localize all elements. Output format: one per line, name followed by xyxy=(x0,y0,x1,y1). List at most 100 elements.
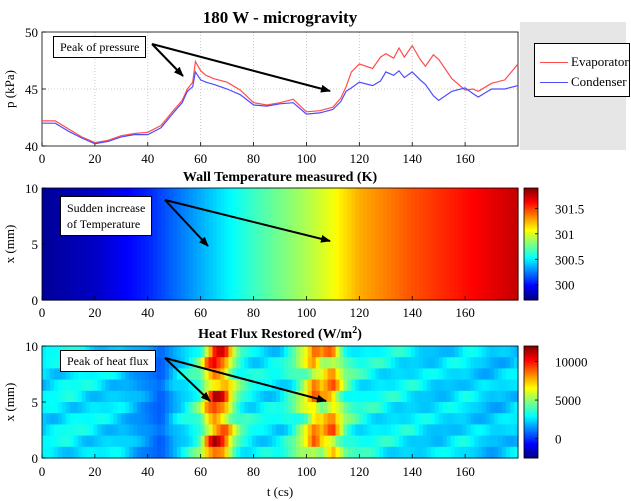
heatmap-cell-2-40-2 xyxy=(200,368,206,381)
colorbar-cell-2-30 xyxy=(524,402,538,405)
heatmap-cell-2-76-3 xyxy=(343,379,349,392)
heatmap-cell-2-51-7 xyxy=(244,424,249,437)
heatmap-cell-2-74-6 xyxy=(335,413,341,425)
heatmap-cell-2-43-4 xyxy=(212,390,218,403)
heatmap-cell-2-2-8 xyxy=(49,435,55,448)
heatmap-cell-1-20-0 xyxy=(121,188,126,301)
heatmap-cell-2-18-8 xyxy=(113,435,118,448)
heatmap-cell-2-99-5 xyxy=(434,402,440,414)
annotation-temperature-increase: Sudden increase of Temperature xyxy=(60,196,153,236)
heatmap-cell-2-81-2 xyxy=(363,368,368,381)
heatmap-cell-2-55-6 xyxy=(260,413,265,425)
heatmap-cell-2-92-1 xyxy=(406,357,412,369)
y-tick-label-0-1: 45 xyxy=(25,82,38,97)
colorbar-cell-1-19 xyxy=(524,223,538,226)
heatmap-cell-2-54-8 xyxy=(256,435,261,448)
heatmap-cell-1-102-0 xyxy=(446,188,452,301)
heatmap-cell-2-6-4 xyxy=(65,390,71,403)
heatmap-cell-2-59-8 xyxy=(276,435,281,448)
heatmap-cell-2-60-9 xyxy=(280,446,285,459)
heatmap-cell-1-3-0 xyxy=(53,188,59,301)
heatmap-cell-1-62-0 xyxy=(287,188,293,301)
heatmap-cell-2-110-4 xyxy=(478,390,483,403)
heatmap-cell-2-50-9 xyxy=(240,446,245,459)
heatmap-cell-2-103-1 xyxy=(450,357,456,369)
heatmap-cell-2-83-7 xyxy=(371,424,376,437)
colorbar-cell-1-25 xyxy=(524,234,538,238)
heatmap-cell-2-63-5 xyxy=(291,402,297,414)
heatmap-cell-2-96-5 xyxy=(422,402,428,414)
heatmap-cell-2-73-6 xyxy=(331,413,337,425)
heatmap-cell-2-42-8 xyxy=(208,435,214,448)
heatmap-cell-2-63-1 xyxy=(291,357,297,369)
heatmap-cell-2-106-0 xyxy=(462,346,468,358)
heatmap-cell-2-41-6 xyxy=(204,413,210,425)
heatmap-cell-2-78-6 xyxy=(351,413,356,425)
heatmap-cell-2-80-4 xyxy=(359,390,364,403)
heatmap-cell-2-62-6 xyxy=(287,413,293,425)
colorbar-cell-1-42 xyxy=(524,266,538,269)
heatmap-cell-2-90-4 xyxy=(399,390,404,403)
heatmap-cell-2-64-8 xyxy=(295,435,301,448)
heatmap-cell-2-100-8 xyxy=(438,435,444,448)
heatmap-cell-2-106-2 xyxy=(462,368,468,381)
heatmap-cell-2-90-1 xyxy=(399,357,404,369)
heatmap-cell-2-112-9 xyxy=(486,446,491,459)
heatmap-cell-2-27-6 xyxy=(149,413,154,425)
heatmap-cell-1-26-0 xyxy=(145,188,150,301)
heatmap-cell-2-49-7 xyxy=(236,424,241,437)
heatmap-cell-2-71-5 xyxy=(323,402,329,414)
heatmap-cell-2-68-5 xyxy=(311,402,317,414)
heatmap-cell-2-29-0 xyxy=(157,346,162,358)
heatmap-cell-2-63-8 xyxy=(291,435,297,448)
heatmap-cell-1-61-0 xyxy=(283,188,289,301)
heatmap-cell-2-34-4 xyxy=(176,390,182,403)
heatmap-cell-2-1-1 xyxy=(45,357,51,369)
heatmap-cell-2-72-6 xyxy=(327,413,333,425)
heatmap-cell-2-97-1 xyxy=(426,357,432,369)
heatmap-cell-1-10-0 xyxy=(81,188,87,301)
heatmap-cell-2-56-4 xyxy=(264,390,269,403)
heatmap-cell-2-55-8 xyxy=(260,435,265,448)
heatmap-cell-2-57-5 xyxy=(268,402,273,414)
colorbar-cell-2-56 xyxy=(524,450,538,453)
colorbar-cell-2-5 xyxy=(524,355,538,358)
y-tick-label-1-1: 5 xyxy=(32,237,39,252)
heatmap-cell-2-52-4 xyxy=(248,390,253,403)
heatmap-cell-2-5-8 xyxy=(61,435,67,448)
heatmap-cell-2-113-8 xyxy=(490,435,495,448)
heatmap-cell-2-26-2 xyxy=(145,368,150,381)
heatmap-cell-2-14-9 xyxy=(97,446,103,459)
heatmap-cell-2-15-9 xyxy=(101,446,107,459)
heatmap-cell-2-73-2 xyxy=(331,368,337,381)
heatmap-cell-2-117-6 xyxy=(506,413,511,425)
heatmap-cell-2-50-5 xyxy=(240,402,245,414)
heatmap-cell-2-50-0 xyxy=(240,346,245,358)
heatmap-cell-2-38-5 xyxy=(192,402,198,414)
heatmap-cell-2-90-9 xyxy=(399,446,404,459)
heatmap-cell-2-53-8 xyxy=(252,435,257,448)
heatmap-cell-2-32-3 xyxy=(168,379,174,392)
heatmap-cell-2-115-7 xyxy=(498,424,503,437)
heatmap-cell-2-88-8 xyxy=(391,435,396,448)
heatmap-cell-2-101-5 xyxy=(442,402,448,414)
heatmap-cell-2-20-6 xyxy=(121,413,126,425)
heatmap-cell-2-0-5 xyxy=(42,402,47,414)
heatmap-cell-2-4-3 xyxy=(57,379,63,392)
heatmap-cell-2-94-0 xyxy=(414,346,420,358)
heatmap-cell-2-85-3 xyxy=(379,379,384,392)
x-tick-label-2-0: 0 xyxy=(39,464,46,479)
heatmap-cell-2-83-0 xyxy=(371,346,376,358)
heatmap-cell-2-78-3 xyxy=(351,379,356,392)
heatmap-cell-2-28-2 xyxy=(153,368,158,381)
colorbar-label-1-2: 301 xyxy=(555,227,575,242)
heatmap-cell-2-69-2 xyxy=(315,368,321,381)
heatmap-cell-2-51-4 xyxy=(244,390,249,403)
heatmap-cell-2-112-1 xyxy=(486,357,491,369)
heatmap-cell-1-36-0 xyxy=(184,188,190,301)
heatmap-cell-2-118-0 xyxy=(510,346,515,358)
colorbar-cell-1-45 xyxy=(524,272,538,275)
heatmap-cell-2-14-5 xyxy=(97,402,103,414)
heatmap-cell-2-109-8 xyxy=(474,435,479,448)
heatmap-cell-2-13-4 xyxy=(93,390,99,403)
